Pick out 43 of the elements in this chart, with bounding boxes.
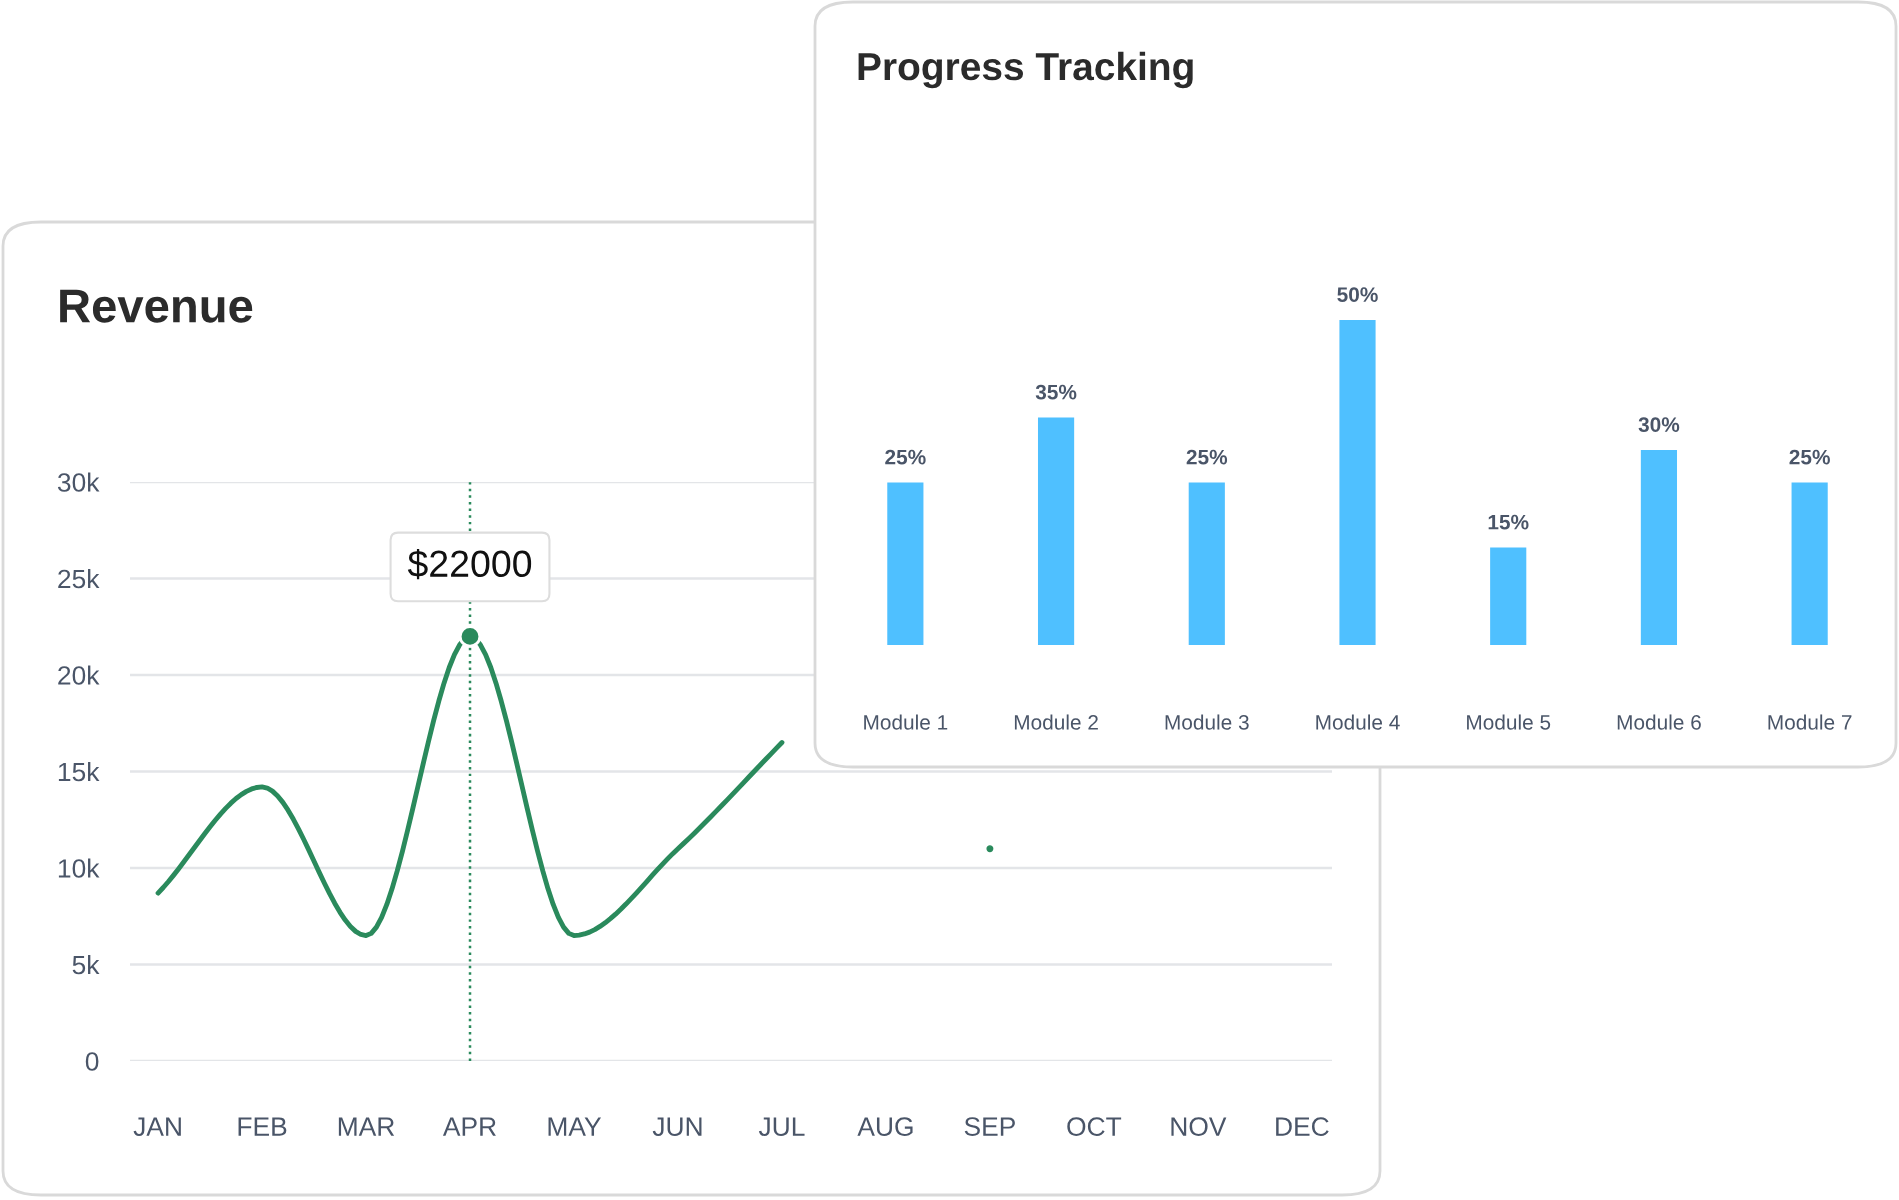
y-tick-label: 15k xyxy=(58,761,100,782)
data-label: 50% xyxy=(1337,287,1378,302)
y-tick-label: 0 xyxy=(85,1052,99,1071)
x-tick-label: APR xyxy=(442,1117,496,1136)
data-label: 15% xyxy=(1488,514,1529,530)
x-tick-label: Module 7 xyxy=(1768,714,1852,730)
x-tick-label: MAY xyxy=(548,1117,602,1136)
bar xyxy=(1037,417,1075,645)
y-tick-label: 10k xyxy=(58,858,100,878)
x-tick-label: Module 4 xyxy=(1316,714,1400,730)
y-tick-label: 5k xyxy=(72,954,100,975)
x-tick-label: Module 3 xyxy=(1165,714,1249,730)
bar xyxy=(1640,450,1678,645)
y-tick-label: 25k xyxy=(58,568,100,589)
chart-title: Revenue xyxy=(60,289,253,323)
x-tick-label: JAN xyxy=(133,1117,181,1136)
bar xyxy=(1791,482,1828,645)
data-label: 35% xyxy=(1035,384,1077,400)
data-label: 25% xyxy=(1789,449,1830,465)
chart-title: Progress Tracking xyxy=(858,51,1193,89)
bar xyxy=(887,482,924,645)
x-tick-label: NOV xyxy=(1171,1117,1227,1136)
bar xyxy=(1490,547,1527,645)
x-tick-label: OCT xyxy=(1067,1117,1122,1136)
data-label: 25% xyxy=(885,449,926,465)
bar xyxy=(1339,320,1376,645)
data-label: 30% xyxy=(1638,417,1680,433)
x-tick-label: FEB xyxy=(238,1117,287,1136)
x-tick-label: MAR xyxy=(338,1117,395,1136)
x-tick-label: Module 2 xyxy=(1014,714,1098,730)
x-tick-label: Module 1 xyxy=(864,714,948,730)
x-tick-label: JUN xyxy=(652,1117,702,1136)
x-tick-label: Module 5 xyxy=(1467,714,1551,730)
x-tick-label: DEC xyxy=(1276,1117,1329,1136)
y-tick-label: 30k xyxy=(57,472,100,492)
y-tick-label: 20k xyxy=(58,665,100,685)
annotation: $22000 xyxy=(407,548,532,580)
bar xyxy=(1188,482,1225,645)
x-tick-label: JUL xyxy=(758,1117,805,1136)
data-label: 25% xyxy=(1186,449,1228,465)
x-tick-label: SEP xyxy=(964,1117,1015,1136)
x-tick-label: AUG xyxy=(857,1117,913,1136)
x-tick-label: Module 6 xyxy=(1617,714,1701,730)
